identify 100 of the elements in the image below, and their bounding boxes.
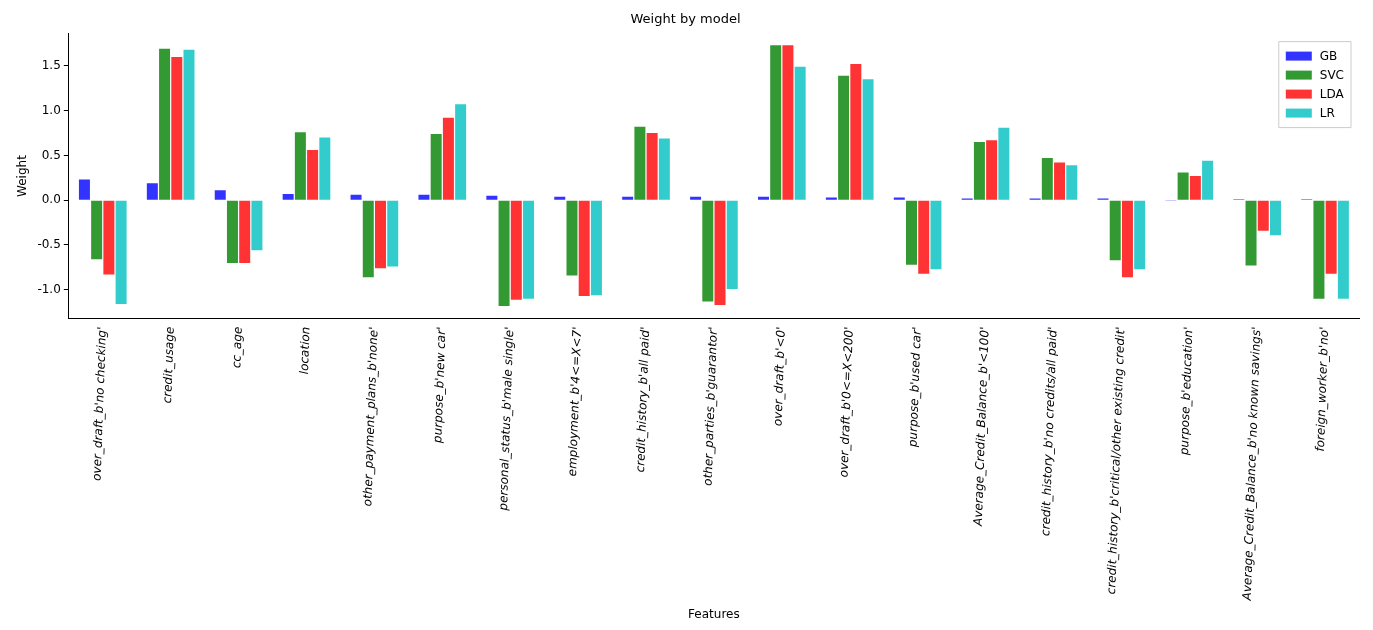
bar [1269,200,1281,236]
legend-label: LR [1319,105,1335,120]
bar [307,150,319,200]
x-tick-label: credit_usage [160,326,177,404]
bar [918,200,930,274]
bar [782,45,794,200]
x-axis-title: Features [688,606,740,621]
bar [906,200,918,265]
bar [146,183,158,200]
bar [1177,172,1189,200]
bar [1202,160,1214,200]
bar [510,200,522,300]
x-tick-label: foreign_worker_b'no' [1312,326,1332,452]
x-tick-label: location [296,326,313,375]
bar [825,197,837,200]
bar [78,179,90,200]
bar [714,200,726,306]
x-tick-label: other_payment_plans_b'none' [360,326,381,507]
y-tick-label: -1.0 [37,281,61,296]
bar [1066,165,1078,200]
y-tick-label: 0.5 [41,147,61,162]
bar [770,45,782,200]
bar [622,196,634,200]
bar [442,117,454,200]
x-tick-label: credit_history_b'no credits/all paid' [1038,326,1060,537]
bar [430,133,442,200]
bar [319,137,331,200]
bar [387,200,399,267]
legend-label: LDA [1319,86,1345,101]
y-tick-label: 1.0 [41,102,61,117]
x-tick-label: credit_history_b'critical/other existing credit' [1104,326,1128,595]
bar [566,200,578,276]
bar [1325,200,1337,274]
x-tick-label: purpose_b'used car' [905,326,924,449]
bar [838,75,850,200]
x-tick-label: purpose_b'education' [1176,326,1196,457]
bar [418,194,430,200]
bar [103,200,115,275]
x-tick-label: personal_status_b'male single' [495,326,517,512]
bar [498,200,510,306]
x-tick-label: other_parties_b'guarantor' [700,326,721,487]
bar [850,64,862,200]
bar [1257,200,1269,231]
bar [171,56,183,200]
bar [998,127,1010,200]
legend-label: SVC [1319,67,1345,82]
x-tick-label: over_draft_b'<0' [770,326,788,427]
y-tick-label: 0.0 [41,192,61,207]
bar [362,200,374,278]
x-tick-label: over_draft_b'no checking' [89,326,109,482]
bar [590,200,602,296]
x-tick-label: over_draft_b'0<=X<200' [836,326,856,478]
bar [350,194,362,200]
bar [294,132,306,200]
bar [239,200,251,263]
bar [794,66,806,200]
bar [646,133,658,200]
bar [1337,200,1349,299]
bar [282,193,294,200]
bar [375,200,386,269]
x-tick-label: purpose_b'new car' [430,326,449,445]
bar [1245,200,1257,266]
bar [159,48,171,200]
bar [554,196,566,200]
bar [523,200,535,299]
bar [578,200,590,297]
bar [1189,176,1201,200]
x-tick-label: Average_Credit_Balance_b'<100' [970,326,992,528]
x-tick-label: Average_Credit_Balance_b'no known savings' [1239,326,1264,602]
legend-label: GB [1319,48,1338,63]
bar [862,79,874,200]
bar [1041,158,1053,200]
bar [1121,200,1133,278]
bar [658,138,670,200]
bar [1313,200,1325,299]
bar [634,126,646,200]
y-tick-label: -0.5 [37,237,61,252]
bar [183,49,195,200]
bar [757,196,769,200]
x-tick-label: credit_history_b'all paid' [633,326,653,473]
bar [91,200,103,260]
bar [486,195,498,200]
bar [973,141,985,200]
y-axis-title: Weight [15,154,30,197]
bar [690,196,702,200]
chart-title: Weight by model [630,11,741,27]
bar [251,200,263,251]
bar [702,200,714,302]
bar [226,200,238,263]
x-tick-label: cc_age [229,326,245,369]
bar [893,197,905,200]
bar [986,140,998,200]
bar [930,200,942,270]
bar [726,200,738,289]
x-tick-label: employment_b'4<=X<7' [565,326,585,477]
bar [1109,200,1121,261]
bar [214,190,226,200]
bar [1054,162,1066,200]
y-tick-label: 1.5 [41,57,61,72]
bar [1134,200,1146,270]
